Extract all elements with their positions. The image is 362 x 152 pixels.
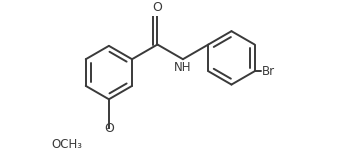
Text: O: O <box>104 122 114 135</box>
Text: NH: NH <box>174 60 191 74</box>
Text: OCH₃: OCH₃ <box>51 138 82 151</box>
Text: O: O <box>152 1 163 14</box>
Text: Br: Br <box>262 65 275 78</box>
